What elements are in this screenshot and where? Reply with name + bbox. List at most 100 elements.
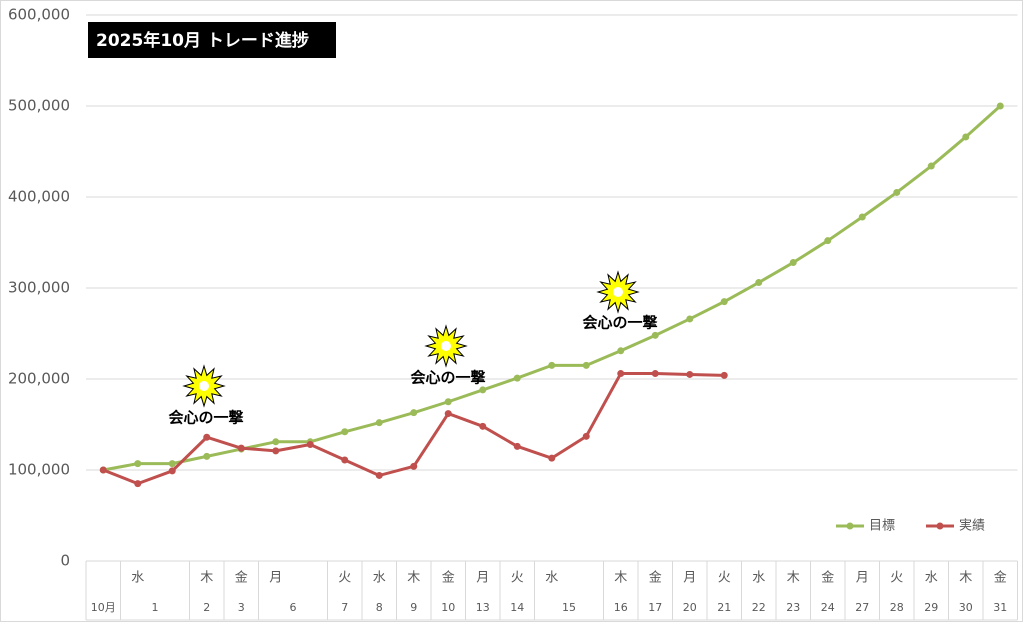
- y-tick-label: 500,000: [8, 97, 70, 115]
- x-weekday-label: 金: [649, 570, 662, 586]
- data-point: [582, 432, 590, 440]
- x-weekday-label: 金: [442, 570, 455, 586]
- annotation: 会心の一撃: [582, 314, 657, 332]
- legend-marker: [936, 522, 944, 530]
- chart-title: 2025年10月 トレード進捗: [96, 30, 309, 51]
- data-point: [168, 467, 176, 475]
- x-weekday-label: 月: [476, 571, 489, 586]
- x-weekday-label: 月: [856, 571, 869, 586]
- data-point: [686, 370, 694, 378]
- data-point: [651, 331, 659, 339]
- data-point: [686, 315, 694, 323]
- x-weekday-label: 水: [925, 571, 938, 586]
- data-point: [548, 361, 556, 369]
- axis-table: 10月水1木2金3月6火7水8木9金10月13火14水15木16金17月20火2…: [85, 560, 1018, 621]
- x-weekday-label: 火: [890, 571, 903, 586]
- data-point: [513, 442, 521, 450]
- x-weekday-label: 火: [338, 571, 351, 586]
- annotation: 会心の一撃: [410, 369, 485, 387]
- data-point: [720, 298, 728, 306]
- x-tick-label: 3: [238, 601, 245, 614]
- x-weekday-label: 水: [131, 571, 144, 586]
- data-point: [134, 460, 142, 468]
- x-tick-label: 29: [924, 601, 938, 614]
- y-tick-label: 100,000: [8, 461, 70, 479]
- x-weekday-label: 金: [994, 570, 1007, 586]
- x-tick-label: 16: [614, 601, 628, 614]
- data-point: [927, 162, 935, 170]
- legend-label: 目標: [869, 519, 895, 534]
- data-point: [168, 460, 176, 468]
- x-tick-label: 8: [376, 601, 383, 614]
- legend-marker: [846, 522, 854, 530]
- x-weekday-label: 水: [545, 571, 558, 586]
- x-tick-label: 22: [752, 601, 766, 614]
- x-weekday-label: 木: [787, 571, 800, 586]
- data-point: [341, 428, 349, 436]
- x-tick-label: 10: [441, 601, 455, 614]
- x-weekday-label: 木: [407, 571, 420, 586]
- x-weekday-label: 水: [373, 571, 386, 586]
- x-weekday-label: 金: [821, 570, 834, 586]
- data-point: [479, 422, 487, 430]
- data-point: [858, 213, 866, 221]
- x-tick-label: 31: [993, 601, 1007, 614]
- x-weekday-label: 月: [269, 571, 282, 586]
- x-tick-label: 20: [683, 601, 697, 614]
- y-tick-label: 200,000: [8, 370, 70, 388]
- data-point: [893, 188, 901, 196]
- x-tick-label: 2: [203, 601, 210, 614]
- data-point: [479, 386, 487, 394]
- burst-core: [199, 381, 209, 391]
- x-tick-label: 7: [341, 601, 348, 614]
- data-point: [651, 370, 659, 378]
- data-point: [444, 410, 452, 418]
- data-point: [720, 371, 728, 379]
- data-point: [375, 419, 383, 427]
- x-tick-label: 28: [890, 601, 904, 614]
- x-tick-label: 15: [562, 601, 576, 614]
- data-point: [272, 447, 280, 455]
- y-tick-label: 300,000: [8, 279, 70, 297]
- x-tick-label: 13: [476, 601, 490, 614]
- title-box: [88, 22, 336, 58]
- data-point: [272, 438, 280, 446]
- x-weekday-label: 木: [959, 571, 972, 586]
- legend-label: 実績: [959, 518, 985, 534]
- data-point: [789, 259, 797, 267]
- annotation: 会心の一撃: [168, 409, 243, 427]
- series: 目標 実績: [99, 102, 1004, 534]
- x-tick-label: 23: [786, 601, 800, 614]
- data-point: [341, 456, 349, 464]
- data-point: [755, 279, 763, 287]
- y-tick-label: 400,000: [8, 188, 70, 206]
- x-tick-label: 14: [510, 601, 524, 614]
- data-point: [824, 237, 832, 245]
- data-point: [99, 466, 107, 474]
- data-point: [617, 370, 625, 378]
- data-point: [548, 454, 556, 462]
- data-point: [962, 133, 970, 141]
- y-tick-label: 600,000: [8, 6, 70, 24]
- x-tick-label: 30: [959, 601, 973, 614]
- x-tick-label: 17: [648, 601, 662, 614]
- x-weekday-label: 木: [200, 571, 213, 586]
- x-weekday-label: 木: [614, 571, 627, 586]
- data-point: [203, 452, 211, 460]
- x-weekday-label: 水: [752, 571, 765, 586]
- data-point: [444, 398, 452, 406]
- data-point: [306, 441, 314, 449]
- data-point: [582, 361, 590, 369]
- data-point: [513, 374, 521, 382]
- data-point: [203, 433, 211, 441]
- x-tick-label: 9: [410, 601, 417, 614]
- x-tick-label: 1: [152, 601, 159, 614]
- data-point: [410, 462, 418, 470]
- x-weekday-label: 金: [235, 570, 248, 586]
- data-point: [617, 347, 625, 355]
- x-weekday-label: 火: [718, 571, 731, 586]
- x-weekday-label: 火: [511, 571, 524, 586]
